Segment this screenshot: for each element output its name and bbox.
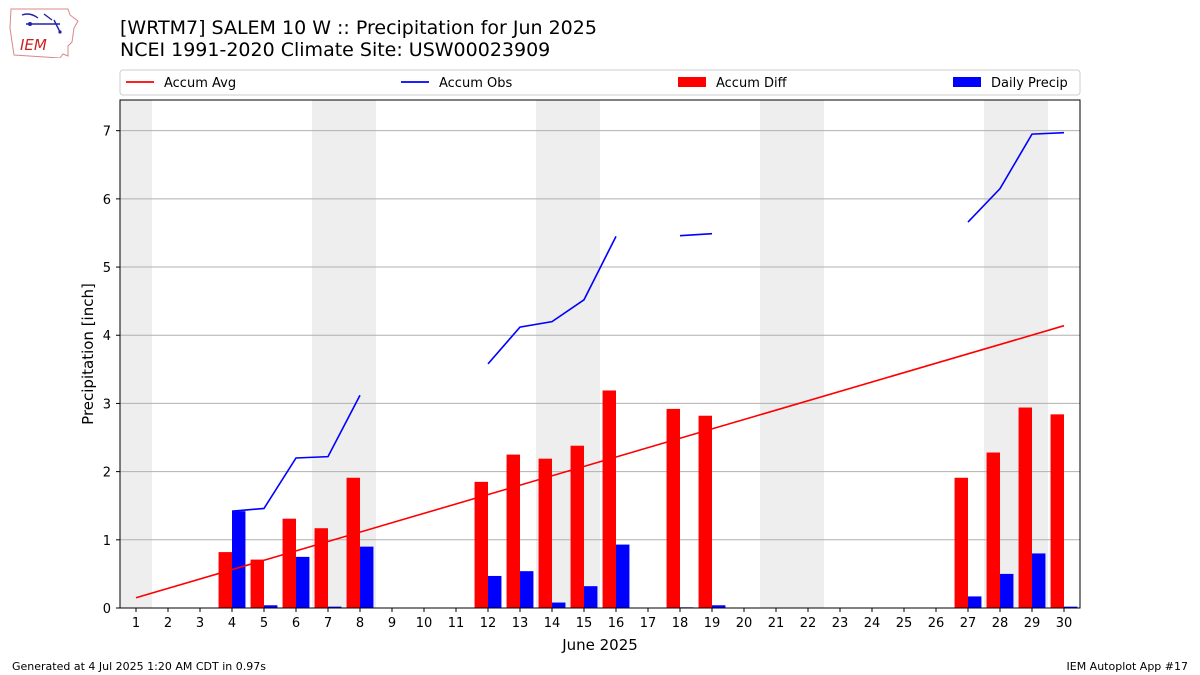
weekend-shade [792, 100, 824, 608]
daily-precip-bar [360, 546, 374, 608]
accum-diff-bar [666, 408, 680, 608]
legend-label-accum-obs: Accum Obs [439, 76, 512, 91]
legend-swatch-daily-precip [953, 77, 981, 87]
x-tick-label: 19 [704, 616, 721, 631]
accum-diff-bar [218, 552, 232, 608]
y-axis-label: Precipitation [inch] [79, 283, 97, 425]
legend: Accum Avg Accum Obs Accum Diff Daily Precip [119, 69, 1081, 96]
x-tick-label: 8 [356, 616, 364, 631]
daily-precip-bar [616, 544, 630, 608]
legend-label-accum-avg: Accum Avg [164, 76, 236, 91]
x-tick-label: 29 [1024, 616, 1041, 631]
accum-diff-bar [538, 458, 552, 608]
daily-precip-bar [488, 575, 502, 608]
y-tick-label: 3 [103, 397, 111, 412]
daily-precip-bar [584, 586, 598, 608]
accum-diff-bar [346, 477, 360, 608]
accum-diff-bar [570, 445, 584, 608]
y-tick-label: 7 [103, 125, 111, 140]
x-tick-label: 21 [768, 616, 785, 631]
x-tick-label: 20 [736, 616, 753, 631]
x-tick-label: 5 [260, 616, 268, 631]
y-tick-label: 6 [103, 193, 111, 208]
x-tick-label: 7 [324, 616, 332, 631]
daily-precip-bar [296, 556, 310, 608]
accum-obs-line [967, 131, 1065, 223]
accum-obs-line [487, 236, 617, 365]
iem-logo-text: IEM [20, 36, 47, 54]
autoplot-app-label: IEM Autoplot App #17 [1066, 660, 1189, 673]
x-tick-label: 26 [928, 616, 945, 631]
x-tick-label: 4 [228, 616, 236, 631]
accum-obs-line [231, 394, 361, 512]
weekend-shade [120, 100, 152, 608]
x-tick-label: 9 [388, 616, 396, 631]
x-tick-label: 18 [672, 616, 689, 631]
x-tick-label: 2 [164, 616, 172, 631]
daily-precip-bar [712, 605, 726, 608]
axes-frame [119, 99, 1081, 609]
x-tick-label: 24 [864, 616, 881, 631]
daily-precip-bar [552, 602, 566, 608]
accum-diff-bar [314, 528, 328, 608]
x-tick-label: 27 [960, 616, 977, 631]
x-tick-label: 14 [544, 616, 561, 631]
x-tick-label: 3 [196, 616, 204, 631]
accum-obs-line [679, 232, 713, 237]
daily-precip-bar [1000, 573, 1014, 608]
generated-timestamp: Generated at 4 Jul 2025 1:20 AM CDT in 0… [12, 660, 266, 673]
accum-diff-bar [282, 518, 296, 608]
x-tick-label: 25 [896, 616, 913, 631]
x-axis-label: June 2025 [561, 636, 638, 654]
daily-precip-bar [1032, 553, 1046, 608]
y-tick-label: 5 [103, 261, 111, 276]
daily-precip-bar [232, 511, 246, 608]
daily-precip-bar [1064, 606, 1078, 608]
legend-swatch-accum-diff [678, 77, 706, 87]
legend-box [119, 69, 1081, 96]
accum-diff-bar [698, 415, 712, 608]
x-tick-label: 12 [480, 616, 497, 631]
iem-iowa-logo-icon [9, 8, 79, 58]
x-tick-label: 30 [1056, 616, 1073, 631]
x-tick-label: 16 [608, 616, 625, 631]
accum-diff-bar [474, 481, 488, 608]
weekend-shade [760, 100, 792, 608]
daily-precip-bar [968, 596, 982, 608]
x-tick-label: 15 [576, 616, 593, 631]
y-tick-label: 2 [103, 466, 111, 481]
daily-precip-bar [520, 571, 534, 608]
accum-diff-bar [506, 454, 520, 608]
chart-subtitle: NCEI 1991-2020 Climate Site: USW00023909 [120, 39, 551, 61]
x-tick-label: 1 [132, 616, 140, 631]
x-tick-label: 10 [416, 616, 433, 631]
y-tick-label: 4 [103, 329, 111, 344]
y-tick-label: 1 [103, 534, 111, 549]
iem-logo: IEM [9, 8, 79, 58]
accum-diff-bar [250, 559, 264, 608]
y-tick-label: 0 [103, 602, 111, 617]
accum-diff-bar [602, 390, 616, 608]
accum-diff-bar [954, 477, 968, 608]
plot-area: 1 2 3 4 5 6 7 8 9 10 11 12 13 14 15 16 17 18 19 20 21 22 23 24 2… [79, 99, 1081, 654]
legend-label-accum-diff: Accum Diff [716, 76, 788, 91]
daily-precip-bar [328, 606, 342, 608]
x-tick-label: 6 [292, 616, 300, 631]
x-tick-label: 11 [448, 616, 465, 631]
weekend-shade [312, 100, 344, 608]
x-tick-label: 13 [512, 616, 529, 631]
accum-diff-bar [986, 452, 1000, 608]
x-tick-label: 22 [800, 616, 817, 631]
x-tick-label: 17 [640, 616, 657, 631]
x-tick-label: 23 [832, 616, 849, 631]
chart-title: [WRTM7] SALEM 10 W :: Precipitation for … [120, 17, 597, 39]
accum-diff-bar [1050, 414, 1064, 608]
daily-precip-bar [264, 605, 278, 608]
accum-diff-bar [1018, 407, 1032, 608]
x-tick-label: 28 [992, 616, 1009, 631]
legend-label-daily-precip: Daily Precip [991, 76, 1068, 91]
accum-avg-line [135, 324, 1065, 599]
